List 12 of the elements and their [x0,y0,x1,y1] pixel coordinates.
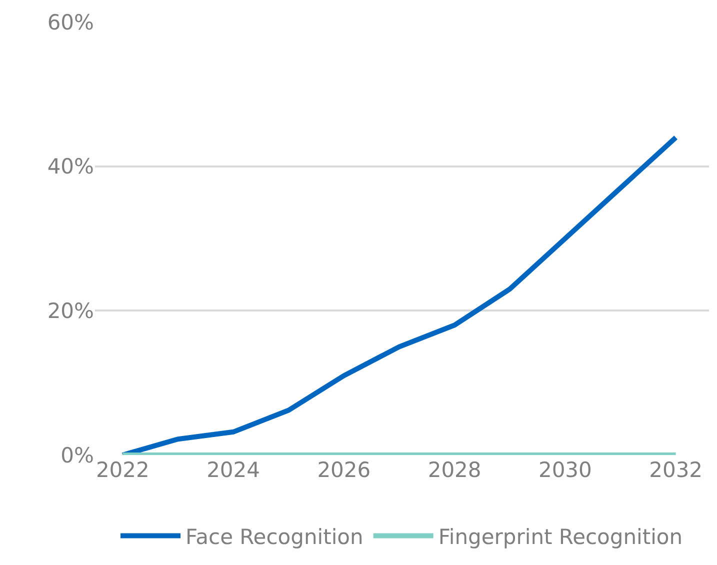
y-tick-label: 60% [47,10,94,34]
legend-label: Face Recognition [186,524,364,549]
y-tick-label: 0% [60,443,94,468]
x-tick-label: 2024 [206,458,260,482]
y-tick-label: 40% [47,154,94,179]
x-tick-label: 2030 [538,458,592,482]
x-tick-label: 2032 [649,458,703,482]
x-tick-label: 2028 [428,458,482,482]
y-tick-label: 20% [47,299,94,324]
x-tick-label: 2022 [96,458,150,482]
legend-label: Fingerprint Recognition [438,524,683,549]
x-tick-label: 2026 [317,458,371,482]
